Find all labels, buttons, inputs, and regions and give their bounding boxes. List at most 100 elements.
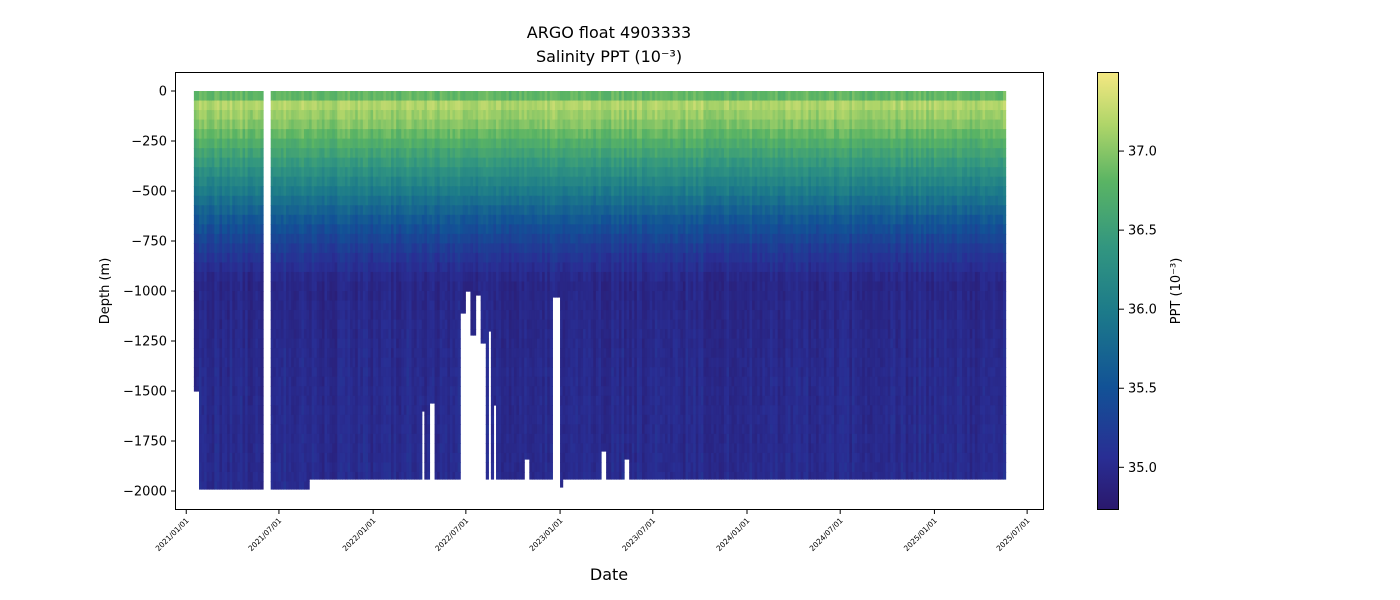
salinity-cell bbox=[219, 129, 223, 140]
salinity-cell bbox=[275, 462, 279, 473]
salinity-cell bbox=[193, 281, 198, 292]
salinity-cell bbox=[273, 195, 277, 206]
salinity-cell bbox=[342, 100, 346, 111]
salinity-cell bbox=[237, 224, 241, 235]
salinity-cell bbox=[411, 291, 415, 302]
salinity-cell bbox=[224, 252, 228, 264]
salinity-cell bbox=[324, 357, 328, 368]
salinity-cell bbox=[324, 262, 328, 273]
salinity-cell bbox=[314, 376, 318, 387]
salinity-cell bbox=[360, 205, 364, 216]
salinity-cell bbox=[408, 157, 413, 168]
salinity-cell bbox=[357, 138, 361, 149]
salinity-cell bbox=[204, 405, 208, 416]
salinity-cell bbox=[357, 233, 361, 244]
salinity-cell bbox=[324, 471, 328, 480]
salinity-cell bbox=[219, 224, 223, 235]
salinity-cell bbox=[216, 405, 221, 416]
salinity-cell bbox=[337, 119, 341, 130]
salinity-cell bbox=[214, 243, 218, 254]
salinity-cell bbox=[242, 329, 246, 340]
salinity-cell bbox=[332, 91, 336, 102]
salinity-cell bbox=[219, 205, 223, 216]
salinity-cell bbox=[288, 129, 292, 140]
salinity-cell bbox=[316, 110, 320, 121]
salinity-cell bbox=[293, 291, 297, 302]
salinity-cell bbox=[227, 119, 231, 130]
salinity-cell bbox=[324, 195, 328, 206]
salinity-cell bbox=[403, 462, 408, 473]
salinity-cell bbox=[329, 186, 333, 197]
salinity-cell bbox=[321, 138, 326, 149]
salinity-cell bbox=[239, 433, 244, 444]
salinity-cell bbox=[257, 471, 262, 483]
salinity-cell bbox=[385, 119, 390, 130]
salinity-cell bbox=[419, 414, 423, 425]
salinity-cell bbox=[239, 300, 244, 311]
salinity-cell bbox=[321, 443, 326, 454]
salinity-cell bbox=[370, 186, 374, 197]
salinity-cell bbox=[337, 148, 341, 159]
salinity-cell bbox=[370, 338, 374, 349]
salinity-cell bbox=[296, 300, 300, 311]
salinity-cell bbox=[257, 462, 262, 473]
salinity-cell bbox=[314, 157, 318, 168]
salinity-cell bbox=[273, 148, 277, 159]
salinity-cell bbox=[393, 138, 397, 149]
salinity-cell bbox=[206, 357, 210, 368]
salinity-cell bbox=[247, 414, 251, 425]
salinity-cell bbox=[280, 471, 285, 483]
salinity-cell bbox=[380, 329, 384, 340]
salinity-cell bbox=[309, 471, 313, 480]
salinity-cell bbox=[275, 91, 279, 102]
salinity-cell bbox=[211, 224, 215, 235]
salinity-cell bbox=[391, 186, 395, 197]
salinity-cell bbox=[319, 205, 323, 216]
salinity-cell bbox=[219, 100, 223, 111]
salinity-cell bbox=[209, 205, 213, 216]
salinity-cell bbox=[211, 376, 215, 387]
salinity-cell bbox=[375, 110, 379, 121]
salinity-cell bbox=[222, 110, 226, 121]
salinity-cell bbox=[260, 310, 264, 321]
salinity-cell bbox=[311, 138, 315, 149]
salinity-cell bbox=[278, 176, 282, 187]
salinity-cell bbox=[257, 443, 262, 454]
salinity-cell bbox=[309, 452, 313, 464]
salinity-cell bbox=[360, 262, 364, 273]
salinity-cell bbox=[350, 462, 354, 473]
salinity-cell bbox=[211, 129, 215, 140]
salinity-cell bbox=[257, 329, 262, 340]
salinity-cell bbox=[278, 167, 282, 178]
salinity-cell bbox=[209, 186, 213, 197]
salinity-cell bbox=[337, 386, 341, 397]
salinity-cell bbox=[260, 224, 264, 235]
salinity-cell bbox=[378, 338, 382, 349]
salinity-cell bbox=[219, 443, 223, 454]
salinity-cell bbox=[321, 376, 326, 387]
salinity-cell bbox=[332, 405, 336, 416]
salinity-cell bbox=[306, 138, 310, 149]
salinity-cell bbox=[283, 433, 287, 444]
salinity-cell bbox=[350, 148, 354, 159]
salinity-cell bbox=[252, 405, 256, 416]
salinity-cell bbox=[324, 348, 328, 359]
salinity-cell bbox=[362, 433, 367, 444]
salinity-cell bbox=[332, 100, 336, 111]
salinity-cell bbox=[403, 405, 408, 416]
salinity-cell bbox=[327, 243, 331, 254]
salinity-cell bbox=[316, 214, 320, 225]
salinity-cell bbox=[391, 424, 395, 435]
salinity-cell bbox=[334, 129, 338, 140]
salinity-cell bbox=[316, 119, 320, 130]
salinity-cell bbox=[380, 319, 384, 330]
salinity-cell bbox=[388, 471, 392, 480]
salinity-cell bbox=[196, 91, 200, 102]
salinity-cell bbox=[357, 443, 361, 454]
salinity-cell bbox=[398, 214, 402, 225]
salinity-cell bbox=[224, 129, 228, 140]
salinity-cell bbox=[239, 291, 244, 302]
salinity-cell bbox=[303, 224, 308, 235]
salinity-cell bbox=[242, 100, 246, 111]
salinity-cell bbox=[206, 319, 210, 330]
